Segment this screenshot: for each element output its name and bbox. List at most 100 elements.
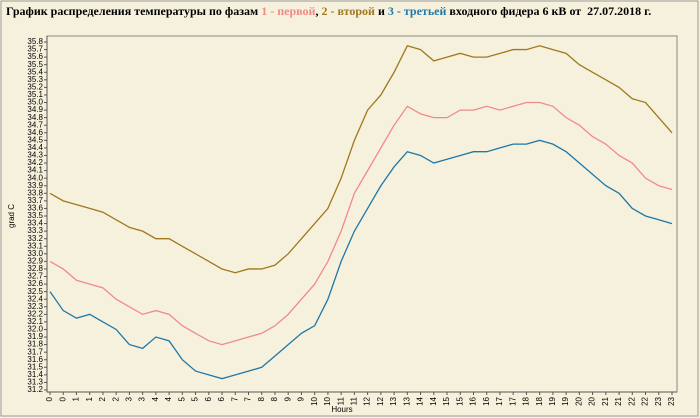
title-part: , (315, 4, 321, 18)
y-tick-label: 35.5 (27, 60, 43, 69)
y-tick-label: 34.0 (27, 173, 43, 182)
x-tick-label: 7 (230, 396, 239, 401)
y-tick-label: 35.3 (27, 75, 43, 84)
x-tick-label: 17 (508, 396, 517, 405)
x-tick-label: 12 (363, 396, 372, 405)
y-tick-label: 35.4 (27, 67, 43, 76)
y-tick-label: 31.2 (27, 385, 43, 394)
y-tick-label: 35.0 (27, 98, 43, 107)
x-tick-label: 0 (45, 396, 54, 401)
y-tick-label: 32.0 (27, 325, 43, 334)
y-tick-label: 35.7 (27, 45, 43, 54)
x-tick-label: 12 (376, 396, 385, 405)
x-tick-label: 8 (270, 396, 279, 401)
y-tick-label: 33.1 (27, 241, 43, 250)
y-tick-label: 33.4 (27, 219, 43, 228)
x-tick-label: 4 (164, 396, 173, 401)
y-tick-label: 31.3 (27, 378, 43, 387)
x-tick-label: 15 (442, 396, 451, 405)
y-tick-label: 34.8 (27, 113, 43, 122)
y-tick-label: 32.7 (27, 272, 43, 281)
x-tick-label: 18 (535, 396, 544, 405)
x-tick-label: 9 (283, 396, 292, 401)
x-tick-label: 5 (191, 396, 200, 401)
x-tick-label: 20 (588, 396, 597, 405)
y-tick-label: 33.8 (27, 188, 43, 197)
y-tick-label: 34.7 (27, 120, 43, 129)
title-part: и (375, 4, 388, 18)
x-tick-label: 19 (548, 396, 557, 405)
title-part: входного фидера 6 кВ от 27.07.2018 г. (446, 4, 651, 18)
x-tick-label: 21 (601, 396, 610, 405)
y-tick-label: 34.2 (27, 158, 43, 167)
x-tick-label: 13 (402, 396, 411, 405)
plot-frame (46, 35, 678, 393)
y-tick-label: 31.9 (27, 332, 43, 341)
x-axis-label: Hours (331, 405, 352, 414)
y-tick-label: 34.6 (27, 128, 43, 137)
x-tick-label: 8 (257, 396, 266, 401)
y-tick-label: 32.6 (27, 279, 43, 288)
x-tick-label: 1 (85, 396, 94, 401)
y-tick-label: 32.5 (27, 287, 43, 296)
title-part: 3 - третьей (388, 4, 447, 18)
x-tick-label: 1 (72, 396, 81, 401)
x-tick-label: 22 (641, 396, 650, 405)
y-tick-label: 33.3 (27, 226, 43, 235)
x-tick-label: 16 (482, 396, 491, 405)
x-tick-label: 3 (138, 396, 147, 401)
y-tick-label: 35.6 (27, 52, 43, 61)
x-tick-label: 6 (217, 396, 226, 401)
y-tick-label: 34.5 (27, 135, 43, 144)
x-tick-label: 16 (469, 396, 478, 405)
x-tick-label: 6 (204, 396, 213, 401)
y-tick-label: 31.8 (27, 340, 43, 349)
title-part: 1 - первой (261, 4, 315, 18)
x-tick-label: 4 (151, 396, 160, 401)
y-tick-label: 32.9 (27, 257, 43, 266)
y-tick-label: 32.2 (27, 309, 43, 318)
x-tick-label: 9 (297, 396, 306, 401)
y-tick-label: 31.5 (27, 362, 43, 371)
y-tick-label: 32.3 (27, 302, 43, 311)
y-tick-label: 33.2 (27, 234, 43, 243)
x-tick-label: 23 (667, 396, 676, 405)
y-tick-label: 34.1 (27, 166, 43, 175)
x-tick-label: 15 (455, 396, 464, 405)
y-tick-label: 33.7 (27, 196, 43, 205)
y-tick-label: 32.4 (27, 294, 43, 303)
y-tick-label: 34.9 (27, 105, 43, 114)
x-tick-label: 3 (125, 396, 134, 401)
x-tick-label: 5 (177, 396, 186, 401)
x-tick-label: 2 (98, 396, 107, 401)
x-tick-label: 13 (389, 396, 398, 405)
x-tick-label: 22 (627, 396, 636, 405)
x-tick-label: 11 (336, 396, 345, 405)
series-line (49, 101, 673, 346)
x-tick-label: 10 (310, 396, 319, 405)
chart-title: График распределения температуры по фаза… (6, 4, 651, 18)
x-tick-label: 14 (416, 396, 425, 405)
y-tick-label: 33.5 (27, 211, 43, 220)
series-line (49, 139, 673, 380)
y-tick-label: 34.4 (27, 143, 43, 152)
y-tick-label: 35.8 (27, 37, 43, 46)
x-tick-label: 10 (323, 396, 332, 405)
y-tick-label: 35.1 (27, 90, 43, 99)
title-part: 2 - второй (321, 4, 375, 18)
y-tick-label: 31.4 (27, 370, 43, 379)
title-part: График распределения температуры по фаза… (6, 4, 261, 18)
y-tick-label: 31.6 (27, 355, 43, 364)
x-tick-label: 19 (561, 396, 570, 405)
x-tick-label: 18 (522, 396, 531, 405)
x-tick-label: 23 (654, 396, 663, 405)
x-tick-label: 2 (111, 396, 120, 401)
x-tick-label: 0 (58, 396, 67, 401)
y-tick-label: 33.6 (27, 204, 43, 213)
y-tick-label: 32.8 (27, 264, 43, 273)
y-tick-label: 34.3 (27, 151, 43, 160)
y-tick-label: 33.9 (27, 181, 43, 190)
y-tick-label: 33.0 (27, 249, 43, 258)
